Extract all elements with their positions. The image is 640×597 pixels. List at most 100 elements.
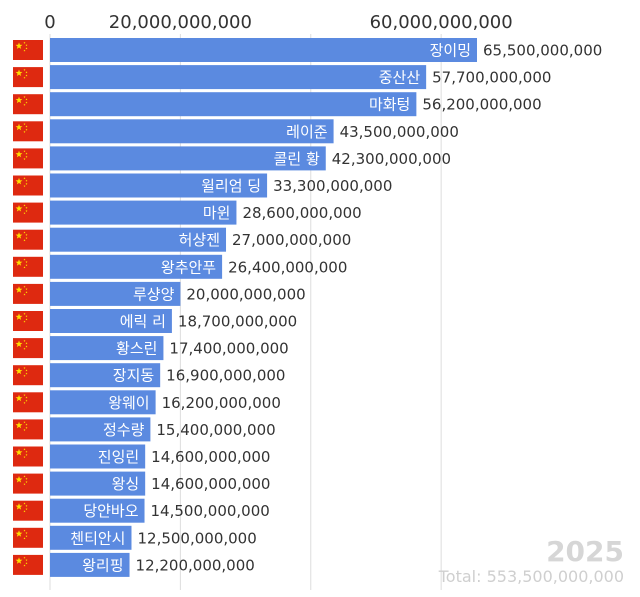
bar-row-16: 진잉린 14,600,000,000 <box>13 444 270 469</box>
bar-row-8: 허샹젠 27,000,000,000 <box>13 227 351 252</box>
bar-value-label: 57,700,000,000 <box>432 69 551 87</box>
bar-name-label: 장이밍 <box>430 42 471 60</box>
bar <box>50 309 172 333</box>
bar-value-label: 20,000,000,000 <box>186 285 305 303</box>
bar <box>50 119 334 144</box>
bar-row-3: 마화텅 56,200,000,000 <box>13 92 542 117</box>
bar-value-label: 12,500,000,000 <box>137 529 256 547</box>
china-flag-icon <box>13 283 43 304</box>
bar <box>50 65 427 90</box>
bar-value-label: 18,700,000,000 <box>178 313 297 331</box>
bar-row-18: 당얀바오 14,500,000,000 <box>13 498 270 523</box>
bar-value-label: 28,600,000,000 <box>242 204 361 222</box>
bar-row-11: 에릭 리 18,700,000,000 <box>13 309 297 333</box>
bar <box>50 390 156 415</box>
china-flag-icon <box>13 67 43 88</box>
bar <box>50 281 181 306</box>
bar-row-5: 콜린 황 42,300,000,000 <box>13 146 451 171</box>
year-label: 2025 <box>546 535 624 568</box>
bar-value-label: 15,400,000,000 <box>156 421 275 439</box>
bar-name-label: 레이준 <box>286 123 328 141</box>
bar-row-2: 중산산 57,700,000,000 <box>13 65 551 90</box>
bar-value-label: 17,400,000,000 <box>169 340 288 358</box>
bar-name-label: 황스린 <box>116 340 157 358</box>
bars: 장이밍 65,500,000,000 중산산 57,700,000,000 마화텅 56,… <box>13 38 602 577</box>
bar-name-label: 윌리엄 딩 <box>201 177 261 195</box>
bar-name-label: 마화텅 <box>369 96 410 114</box>
bar <box>50 254 223 279</box>
bar-value-label: 14,500,000,000 <box>151 502 270 520</box>
bar-name-label: 왕싱 <box>112 475 140 493</box>
china-flag-icon <box>13 392 43 413</box>
bar <box>50 552 130 577</box>
bar-row-7: 마윈 28,600,000,000 <box>13 200 362 225</box>
china-flag-icon <box>13 554 43 575</box>
bar-value-label: 33,300,000,000 <box>273 177 392 195</box>
bar <box>50 525 132 550</box>
china-flag-icon <box>13 40 43 60</box>
bar-name-label: 루샹양 <box>133 285 175 303</box>
axis-ticks: 0 20,000,000,000 60,000,000,000 <box>44 12 512 33</box>
total-label: Total: 553,500,000,000 <box>438 567 624 586</box>
china-flag-icon <box>13 229 43 250</box>
bar-row-14: 왕웨이 16,200,000,000 <box>13 390 281 415</box>
bar-name-label: 콜린 황 <box>274 150 320 168</box>
bar-row-1: 장이밍 65,500,000,000 <box>13 38 602 62</box>
china-flag-icon <box>13 419 43 440</box>
total-value: 553,500,000,000 <box>487 567 624 586</box>
bar-name-label: 허샹젠 <box>179 231 220 249</box>
bar <box>50 227 227 252</box>
bar-value-label: 16,900,000,000 <box>166 367 285 385</box>
china-flag-icon <box>13 256 43 277</box>
bar-name-label: 정수량 <box>103 421 145 439</box>
china-flag-icon <box>13 473 43 494</box>
bar-name-label: 왕추안푸 <box>161 258 216 276</box>
bar <box>50 471 146 496</box>
bar-row-10: 루샹양 20,000,000,000 <box>13 281 306 306</box>
bar-name-label: 진잉린 <box>98 448 139 466</box>
bar-name-label: 당얀바오 <box>83 502 138 520</box>
bar-row-12: 황스린 17,400,000,000 <box>13 336 289 361</box>
china-flag-icon <box>13 338 43 359</box>
bar-name-label: 왕리핑 <box>82 556 123 574</box>
bar-row-9: 왕추안푸 26,400,000,000 <box>13 254 347 279</box>
bar-row-4: 레이준 43,500,000,000 <box>13 119 459 144</box>
bar <box>50 363 161 388</box>
bar <box>50 173 268 198</box>
bar-row-20: 왕리핑 12,200,000,000 <box>13 552 255 577</box>
bar-value-label: 27,000,000,000 <box>232 231 351 249</box>
china-flag-icon <box>13 94 43 115</box>
bar-name-label: 중산산 <box>379 69 421 87</box>
bar-row-17: 왕싱 14,600,000,000 <box>13 471 270 496</box>
bar-name-label: 장지동 <box>113 367 155 385</box>
tick-label-1: 20,000,000,000 <box>109 12 252 33</box>
bar-row-13: 장지동 16,900,000,000 <box>13 363 285 388</box>
china-flag-icon <box>13 202 43 223</box>
bar-value-label: 12,200,000,000 <box>136 556 255 574</box>
bar-value-label: 26,400,000,000 <box>228 258 347 276</box>
bar-row-19: 첸티안시 12,500,000,000 <box>13 525 257 550</box>
china-flag-icon <box>13 446 43 467</box>
china-flag-icon <box>13 365 43 386</box>
bar-value-label: 42,300,000,000 <box>332 150 451 168</box>
bar-value-label: 56,200,000,000 <box>422 96 541 114</box>
bar <box>50 92 417 117</box>
bar-name-label: 에릭 리 <box>120 313 166 331</box>
bar <box>50 200 237 225</box>
tick-label-3: 60,000,000,000 <box>370 12 513 33</box>
bar-row-6: 윌리엄 딩 33,300,000,000 <box>13 173 392 198</box>
bar-name-label: 첸티안시 <box>70 529 125 547</box>
bar-value-label: 14,600,000,000 <box>151 475 270 493</box>
bar-row-15: 정수량 15,400,000,000 <box>13 417 276 442</box>
bar-value-label: 16,200,000,000 <box>162 394 281 412</box>
bar-value-label: 65,500,000,000 <box>483 42 602 60</box>
bar-value-label: 14,600,000,000 <box>151 448 270 466</box>
china-flag-icon <box>13 121 43 142</box>
total-prefix: Total: <box>438 567 487 586</box>
china-flag-icon <box>13 527 43 548</box>
china-flag-icon <box>13 500 43 521</box>
bar-name-label: 왕웨이 <box>108 394 149 412</box>
bar <box>50 498 145 523</box>
china-flag-icon <box>13 311 43 331</box>
